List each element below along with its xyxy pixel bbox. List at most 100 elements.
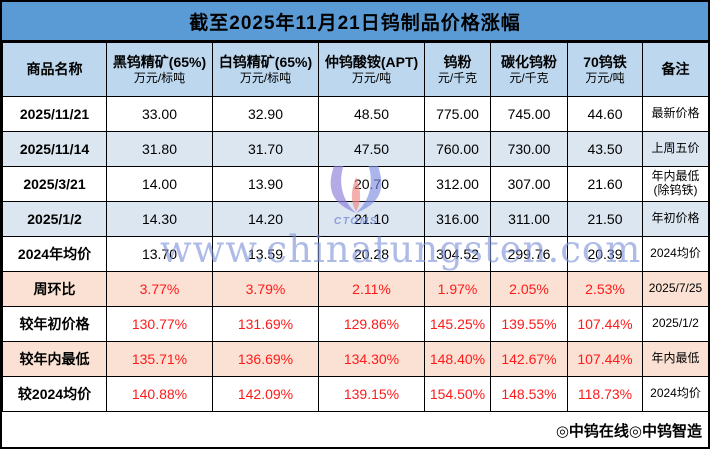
col-header-ferro-tungsten: 70钨铁 万元/吨 xyxy=(567,42,643,97)
col-unit: 万元/标吨 xyxy=(133,71,186,86)
remark-cell: 2024均价 xyxy=(642,376,708,412)
price-cell: 139.15% xyxy=(318,376,425,412)
price-cell: 3.77% xyxy=(106,271,213,307)
price-cell: 136.69% xyxy=(212,341,319,377)
price-cell: 154.50% xyxy=(424,376,491,412)
price-cell: 14.30 xyxy=(106,201,213,237)
price-cell: 107.44% xyxy=(567,341,643,377)
price-cell: 760.00 xyxy=(424,131,491,167)
price-cell: 730.00 xyxy=(490,131,568,167)
price-cell: 145.25% xyxy=(424,306,491,342)
col-unit: 元/千克 xyxy=(437,71,478,86)
price-cell: 134.30% xyxy=(318,341,425,377)
col-header-white-tungsten: 白钨精矿(65%) 万元/标吨 xyxy=(212,42,319,97)
price-cell: 118.73% xyxy=(567,376,643,412)
row-label: 2025/11/14 xyxy=(2,131,107,167)
price-cell: 3.79% xyxy=(212,271,319,307)
price-cell: 13.70 xyxy=(106,236,213,272)
price-cell: 307.00 xyxy=(490,166,568,202)
col-label: 仲钨酸铵(APT) xyxy=(324,53,419,70)
price-cell: 129.86% xyxy=(318,306,425,342)
table-row: 较年内最低 135.71% 136.69% 134.30% 148.40% 14… xyxy=(2,341,708,377)
col-unit: 元/千克 xyxy=(509,71,549,86)
price-cell: 31.70 xyxy=(212,131,319,167)
price-cell: 312.00 xyxy=(424,166,491,202)
row-label: 较2024均价 xyxy=(2,376,107,412)
price-cell: 21.10 xyxy=(318,201,425,237)
col-unit: 万元/标吨 xyxy=(239,71,292,86)
price-cell: 304.52 xyxy=(424,236,491,272)
price-cell: 21.50 xyxy=(567,201,643,237)
price-cell: 316.00 xyxy=(424,201,491,237)
price-cell: 148.53% xyxy=(490,376,568,412)
price-cell: 142.67% xyxy=(490,341,568,377)
remark-cell: 年内最低(除钨铁) xyxy=(642,166,708,202)
price-cell: 20.70 xyxy=(318,166,425,202)
col-header-product: 商品名称 xyxy=(2,42,107,97)
price-cell: 14.20 xyxy=(212,201,319,237)
price-cell: 32.90 xyxy=(212,96,319,132)
price-cell: 131.69% xyxy=(212,306,319,342)
price-cell: 21.60 xyxy=(567,166,643,202)
row-label: 较年内最低 xyxy=(2,341,107,377)
price-cell: 1.97% xyxy=(424,271,491,307)
col-label: 白钨精矿(65%) xyxy=(218,53,313,70)
col-label: 钨粉 xyxy=(443,53,472,70)
price-cell: 20.39 xyxy=(567,236,643,272)
col-unit: 万元/吨 xyxy=(351,71,392,86)
remark-cell: 年内最低 xyxy=(642,341,708,377)
col-label: 备注 xyxy=(661,60,690,77)
price-cell: 2.05% xyxy=(490,271,568,307)
tungsten-price-table: 商品名称 黑钨精矿(65%) 万元/标吨 白钨精矿(65%) 万元/标吨 仲钨酸铵(… xyxy=(2,42,708,412)
header-row: 商品名称 黑钨精矿(65%) 万元/标吨 白钨精矿(65%) 万元/标吨 仲钨酸铵(… xyxy=(2,42,708,97)
price-cell: 48.50 xyxy=(318,96,425,132)
price-cell: 140.88% xyxy=(106,376,213,412)
price-cell: 107.44% xyxy=(567,306,643,342)
table-title: 截至2025年11月21日钨制品价格涨幅 xyxy=(2,2,708,42)
price-cell: 20.28 xyxy=(318,236,425,272)
table-row: 周环比 3.77% 3.79% 2.11% 1.97% 2.05% 2.53% … xyxy=(2,271,708,307)
price-cell: 142.09% xyxy=(212,376,319,412)
table-row: 2025/11/14 31.80 31.70 47.50 760.00 730.… xyxy=(2,131,708,167)
price-cell: 13.59 xyxy=(212,236,319,272)
price-cell: 311.00 xyxy=(490,201,568,237)
remark-cell: 2025/1/2 xyxy=(642,306,708,342)
remark-cell: 2025/7/25 xyxy=(642,271,708,307)
remark-cell: 年初价格 xyxy=(642,201,708,237)
price-cell: 745.00 xyxy=(490,96,568,132)
price-cell: 299.76 xyxy=(490,236,568,272)
col-header-carbide-powder: 碳化钨粉 元/千克 xyxy=(490,42,568,97)
row-label: 2024年均价 xyxy=(2,236,107,272)
price-cell: 14.00 xyxy=(106,166,213,202)
credit-line: ◎中钨在线◎中钨智造 xyxy=(555,422,702,440)
price-cell: 135.71% xyxy=(106,341,213,377)
remark-cell: 上周五价 xyxy=(642,131,708,167)
col-label: 黑钨精矿(65%) xyxy=(112,53,207,70)
price-cell: 31.80 xyxy=(106,131,213,167)
price-cell: 130.77% xyxy=(106,306,213,342)
table-row: 2024年均价 13.70 13.59 20.28 304.52 299.76 … xyxy=(2,236,708,272)
price-cell: 148.40% xyxy=(424,341,491,377)
remark-cell: 2024均价 xyxy=(642,236,708,272)
price-cell: 139.55% xyxy=(490,306,568,342)
price-cell: 47.50 xyxy=(318,131,425,167)
price-cell: 33.00 xyxy=(106,96,213,132)
col-header-apt: 仲钨酸铵(APT) 万元/吨 xyxy=(318,42,425,97)
price-cell: 13.90 xyxy=(212,166,319,202)
price-cell: 43.50 xyxy=(567,131,643,167)
price-cell: 44.60 xyxy=(567,96,643,132)
price-cell: 2.11% xyxy=(318,271,425,307)
table-row: 2025/3/21 14.00 13.90 20.70 312.00 307.0… xyxy=(2,166,708,202)
col-header-remark: 备注 xyxy=(642,42,708,97)
table-row: 2025/1/2 14.30 14.20 21.10 316.00 311.00… xyxy=(2,201,708,237)
remark-cell: 最新价格 xyxy=(642,96,708,132)
col-label: 70钨铁 xyxy=(583,53,627,70)
price-cell: 775.00 xyxy=(424,96,491,132)
col-label: 商品名称 xyxy=(26,60,83,77)
col-header-black-tungsten: 黑钨精矿(65%) 万元/标吨 xyxy=(106,42,213,97)
row-label: 周环比 xyxy=(2,271,107,307)
price-cell: 2.53% xyxy=(567,271,643,307)
row-label: 2025/11/21 xyxy=(2,96,107,132)
row-label: 较年初价格 xyxy=(2,306,107,342)
